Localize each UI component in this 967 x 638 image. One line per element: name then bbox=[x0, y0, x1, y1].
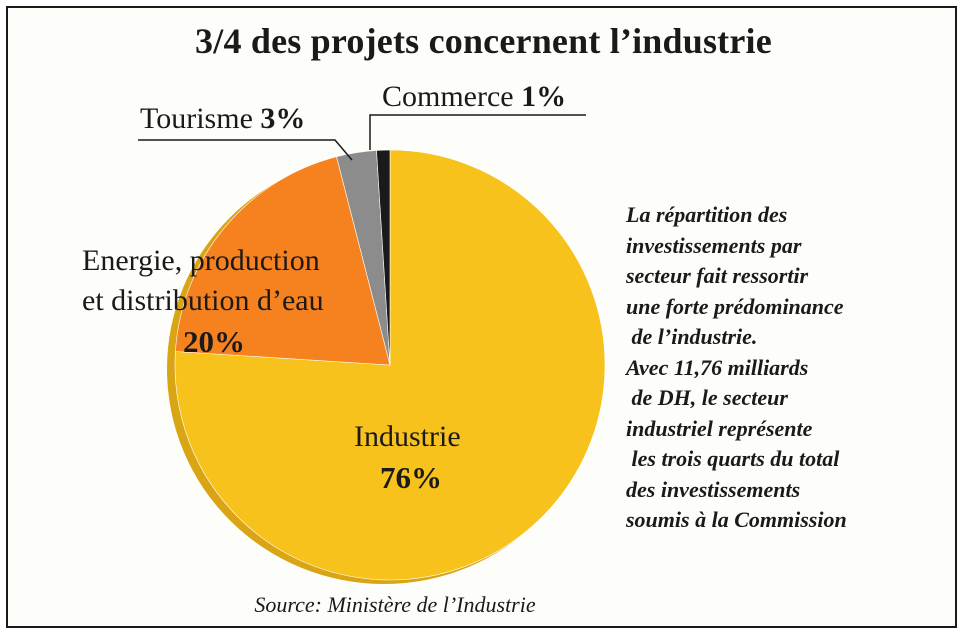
description-line: soumis à la Commission bbox=[626, 507, 847, 532]
slice-commerce bbox=[376, 149, 391, 366]
leader-line-tourisme bbox=[138, 139, 353, 161]
label-commerce-name: Commerce bbox=[382, 80, 514, 113]
leader-lines bbox=[138, 114, 586, 161]
description-text: La répartition des investissements par s… bbox=[626, 200, 847, 536]
description-line: Avec 11,76 milliards bbox=[626, 354, 809, 380]
description-line: les trois quarts du total bbox=[626, 446, 840, 471]
chart-source: Source: Ministère de l’Industrie bbox=[254, 592, 536, 617]
description-line: de DH, le secteur bbox=[626, 385, 788, 410]
slice-energie bbox=[175, 156, 391, 366]
description-line: La répartition des bbox=[626, 202, 788, 227]
description-line: une forte prédominance bbox=[626, 293, 844, 319]
label-commerce-value: 1% bbox=[521, 80, 567, 113]
label-industrie: Industrie bbox=[354, 420, 461, 453]
label-tourisme-value: 3% bbox=[260, 102, 306, 135]
label-commerce: Commerce 1% bbox=[382, 80, 566, 114]
description-line: investissements par bbox=[626, 232, 802, 258]
slice-industrie bbox=[174, 149, 606, 581]
description-line: secteur fait ressortir bbox=[626, 263, 809, 288]
label-energie-line2: et distribution d’eau bbox=[82, 284, 324, 317]
description-line: de l’industrie. bbox=[626, 324, 758, 349]
description-line: industriel représente bbox=[626, 415, 813, 441]
chart-title: 3/4 des projets concernent l’industrie bbox=[195, 21, 772, 61]
label-energie-line1: Energie, production bbox=[82, 244, 320, 277]
label-tourisme-name: Tourisme bbox=[140, 102, 253, 135]
label-energie-value: 20% bbox=[183, 324, 245, 359]
description-line: des investissements bbox=[626, 476, 801, 502]
label-industrie-value: 76% bbox=[380, 460, 442, 495]
leader-line-commerce bbox=[369, 114, 586, 150]
pie-slices bbox=[167, 149, 606, 584]
label-tourisme: Tourisme 3% bbox=[140, 102, 305, 136]
